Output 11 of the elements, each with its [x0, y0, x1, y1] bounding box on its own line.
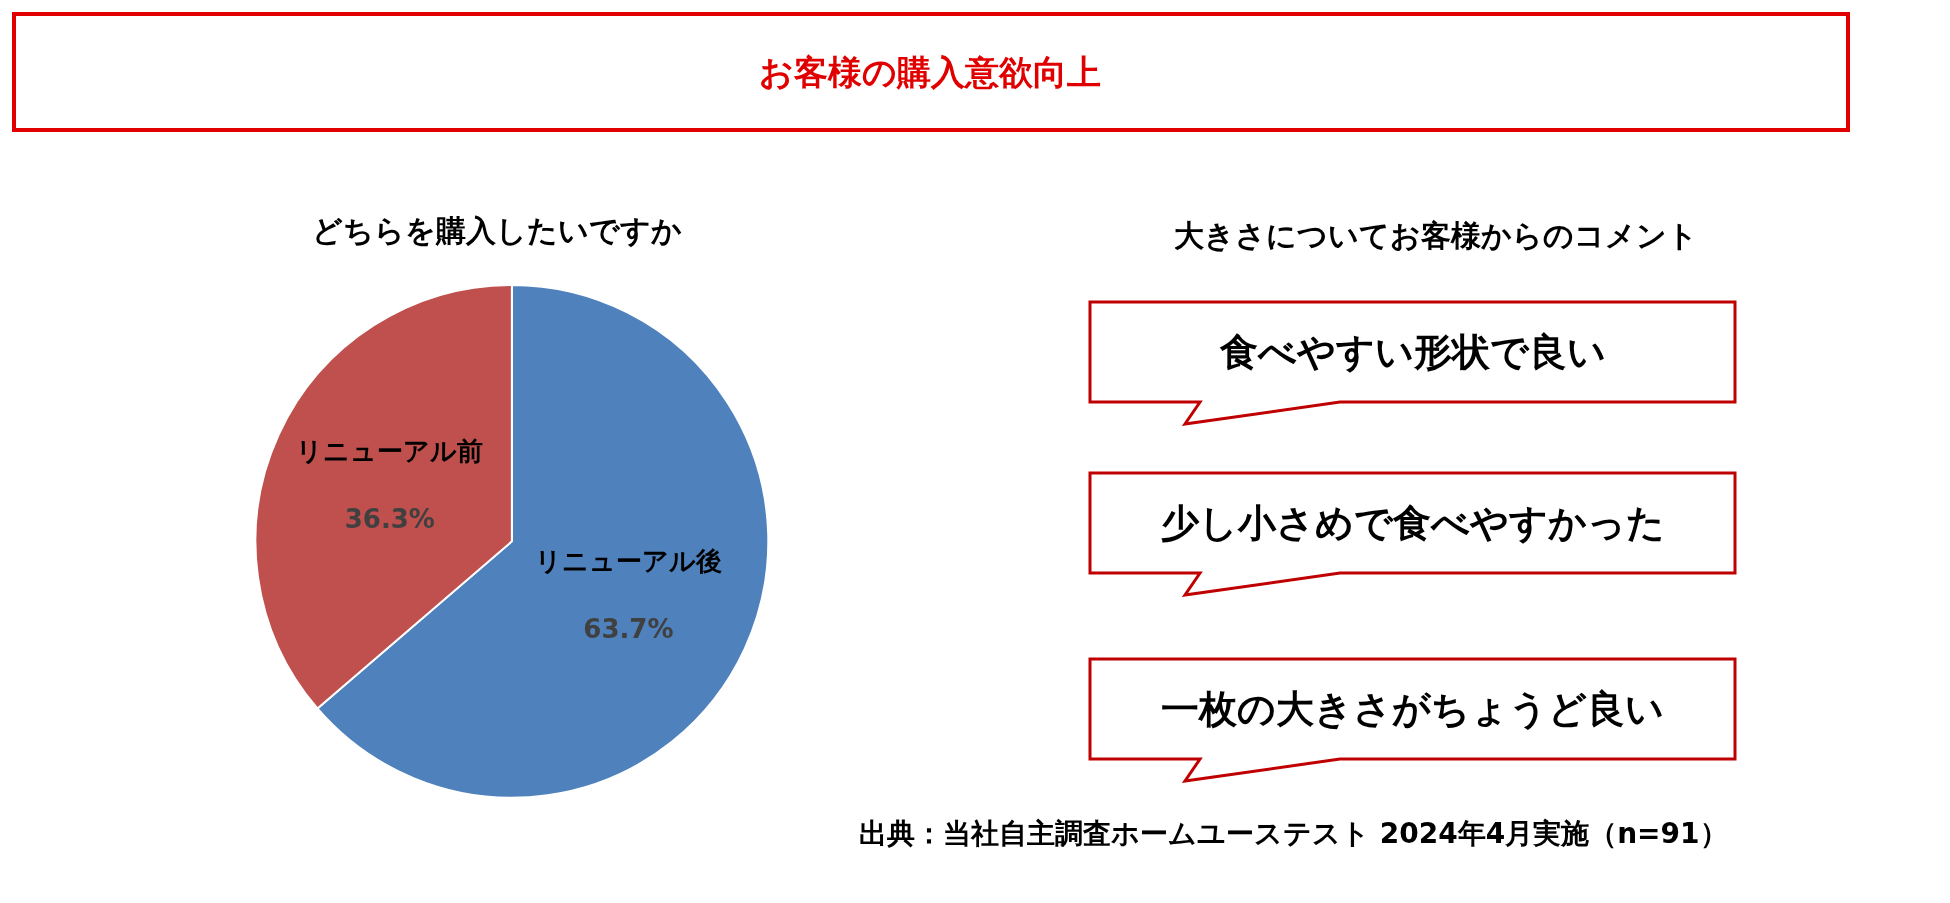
- source-note: 出典：当社自主調査ホームユーステスト 2024年4月実施（n=91）: [859, 817, 1728, 850]
- text: 少し小さめで食べやすかった: [1161, 501, 1665, 545]
- text: 大きさについてお客様からのコメント: [1174, 218, 1698, 253]
- chart-subtitle: どちらを購入したいですか: [312, 213, 682, 248]
- data-label: 36.3%: [344, 504, 435, 535]
- data-label: 63.7%: [583, 613, 674, 644]
- slice-label: リニューアル前: [296, 436, 484, 467]
- text: お客様の購入意欲向上: [759, 52, 1101, 92]
- text: 一枚の大きさがちょうど良い: [1161, 687, 1664, 731]
- slice-label: リニューアル後: [534, 546, 722, 577]
- text: 食べやすい形状で良い: [1219, 330, 1606, 374]
